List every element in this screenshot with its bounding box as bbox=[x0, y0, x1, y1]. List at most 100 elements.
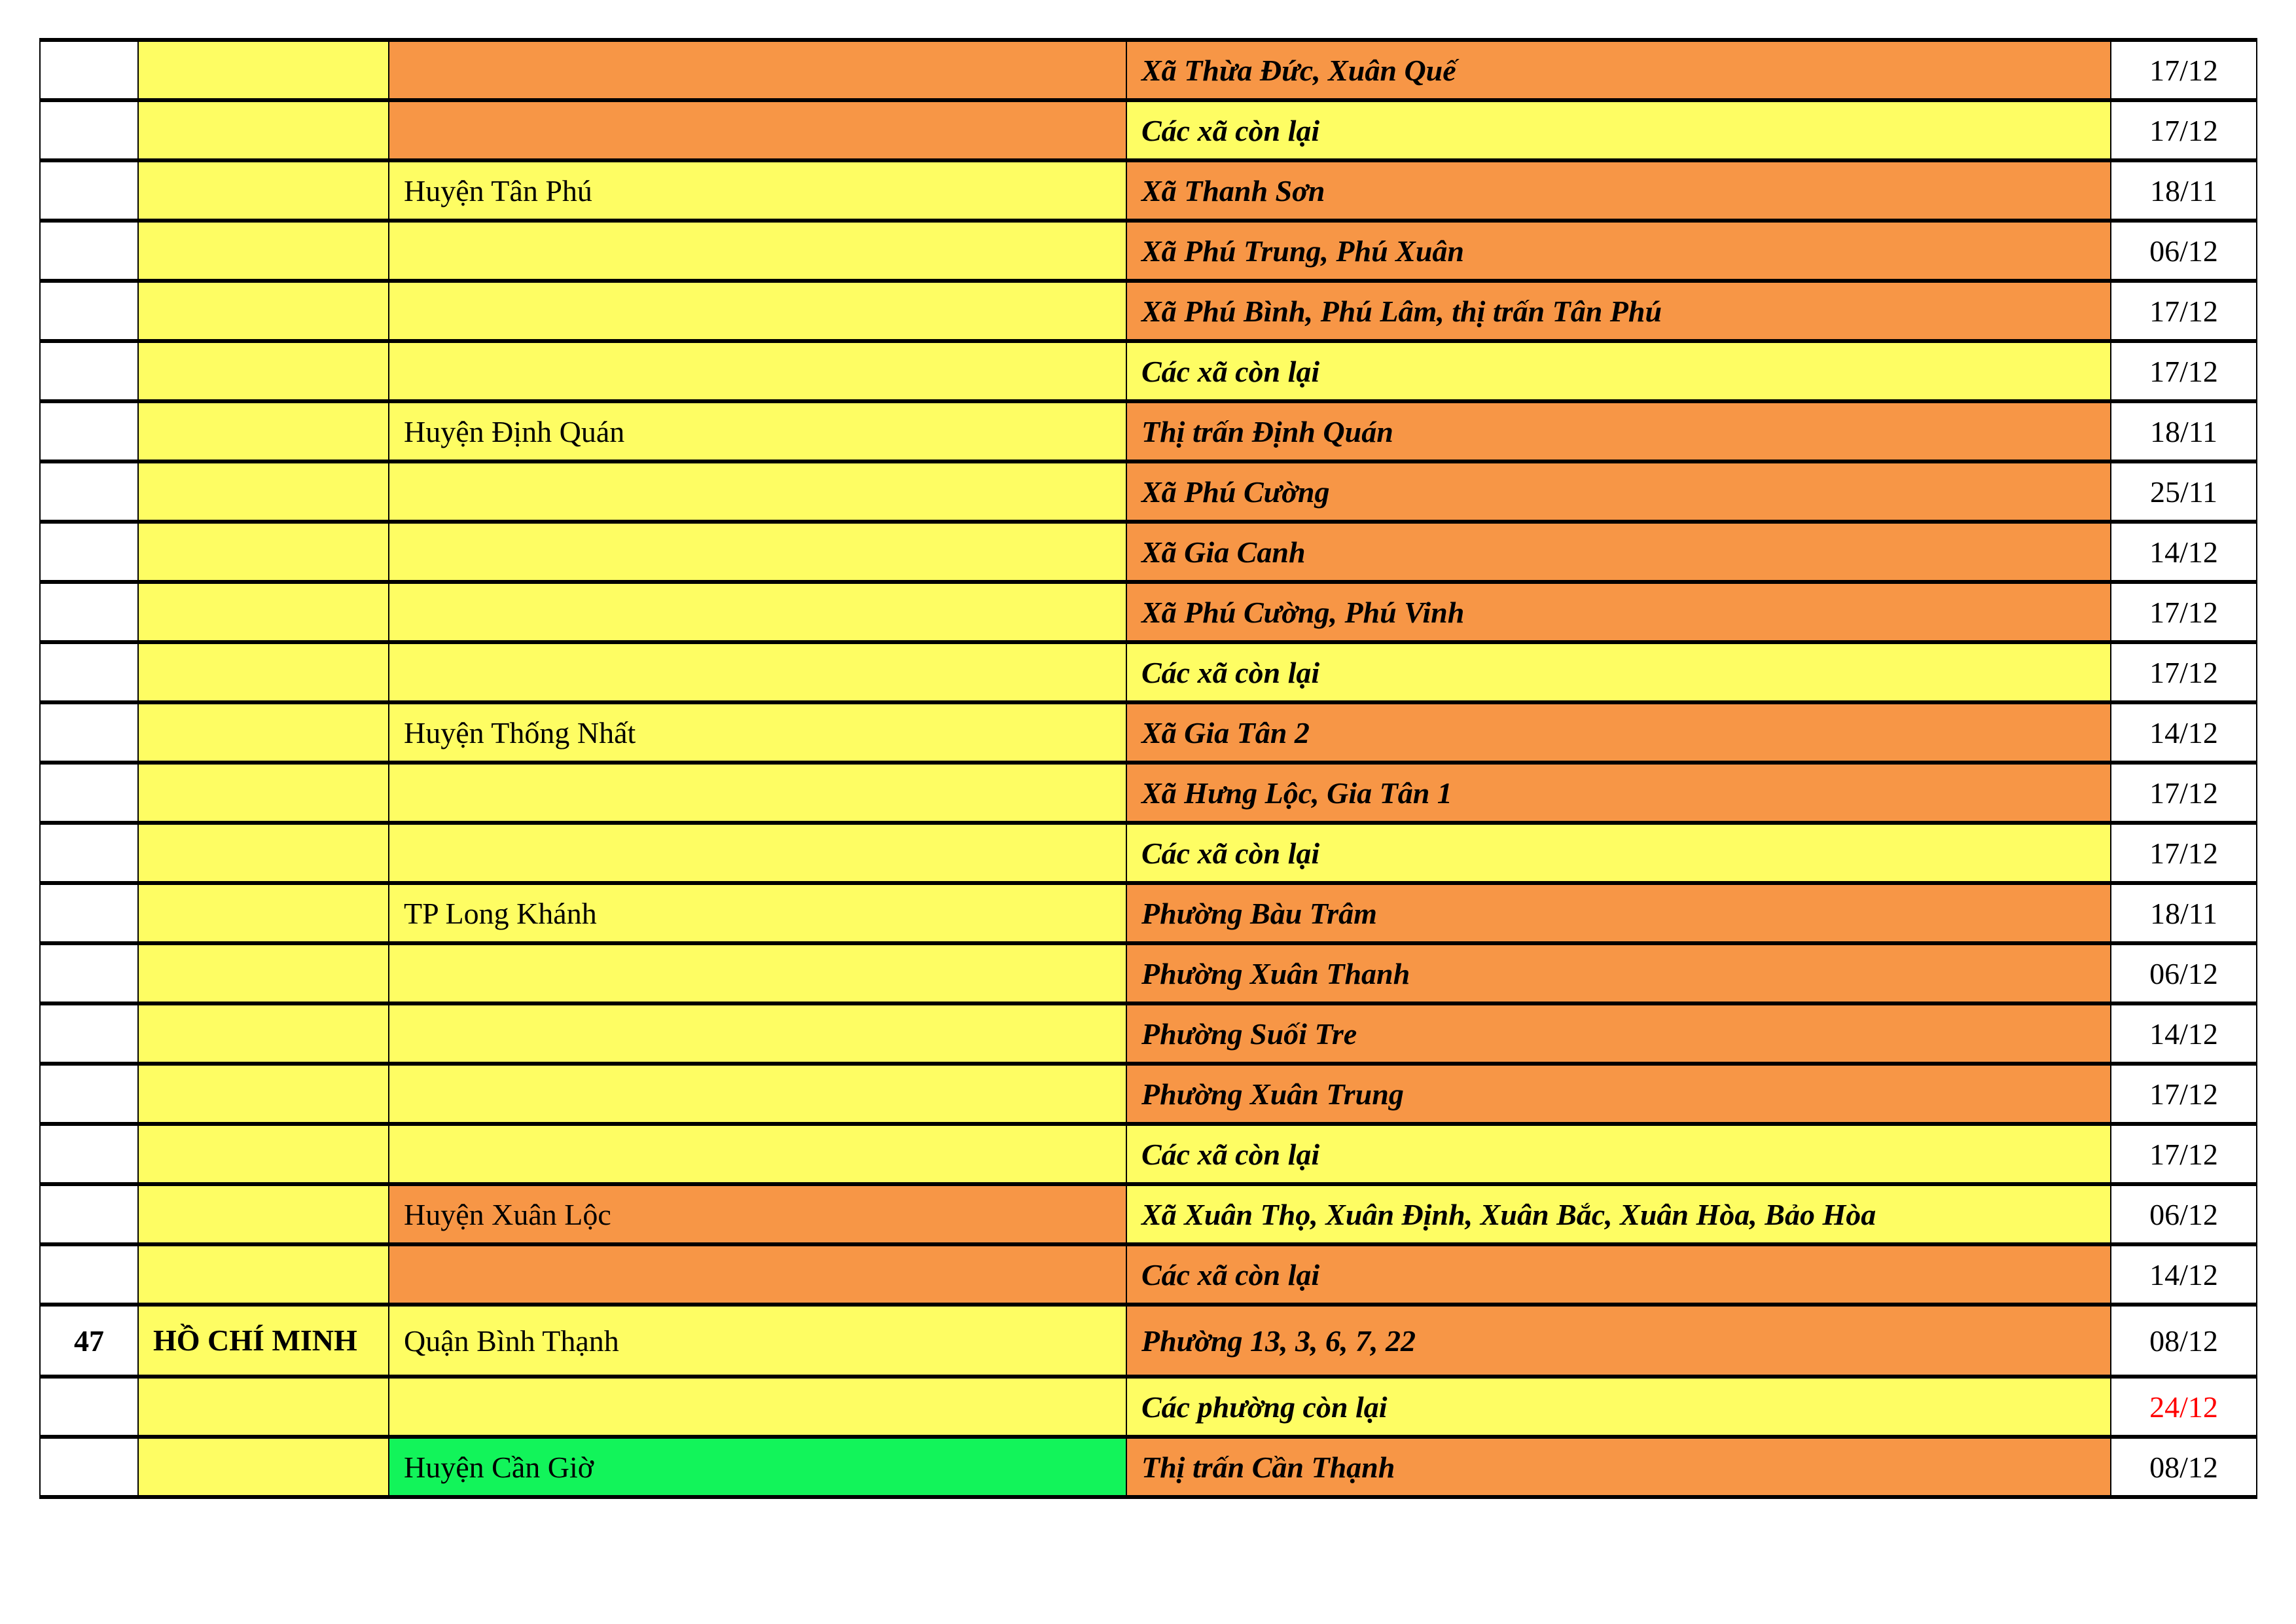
date-cell: 17/12 bbox=[2110, 1062, 2257, 1126]
ward-cell: Các xã còn lại bbox=[1126, 98, 2111, 162]
province-cell bbox=[137, 460, 389, 524]
stt-cell bbox=[39, 640, 139, 704]
province-cell bbox=[137, 640, 389, 704]
date-cell: 14/12 bbox=[2110, 1001, 2257, 1066]
schedule-table: Xã Thừa Đức, Xuân Quế 17/12 Các xã còn lại… bbox=[39, 38, 2257, 1499]
stt-cell bbox=[39, 1001, 139, 1066]
table-row: Xã Phú Trung, Phú Xuân 06/12 bbox=[39, 219, 2257, 283]
ward-cell: Phường Suối Tre bbox=[1126, 1001, 2111, 1066]
province-cell bbox=[137, 1001, 389, 1066]
district-cell: Huyện Xuân Lộc bbox=[388, 1182, 1127, 1246]
ward-cell: Xã Gia Canh bbox=[1126, 520, 2111, 584]
stt-cell bbox=[39, 700, 139, 765]
date-cell: 06/12 bbox=[2110, 1182, 2257, 1246]
province-cell bbox=[137, 158, 389, 223]
date-cell: 18/11 bbox=[2110, 158, 2257, 223]
stt-cell bbox=[39, 1062, 139, 1126]
table-row: Xã Gia Canh 14/12 bbox=[39, 520, 2257, 584]
date-cell: 14/12 bbox=[2110, 700, 2257, 765]
date-cell: 17/12 bbox=[2110, 38, 2257, 102]
ward-cell: Xã Phú Trung, Phú Xuân bbox=[1126, 219, 2111, 283]
date-cell: 18/11 bbox=[2110, 399, 2257, 463]
stt-cell bbox=[39, 580, 139, 644]
district-cell bbox=[388, 1375, 1127, 1439]
province-cell: HỒ CHÍ MINH bbox=[137, 1303, 389, 1379]
ward-cell: Các xã còn lại bbox=[1126, 339, 2111, 403]
table-row: Xã Hưng Lộc, Gia Tân 1 17/12 bbox=[39, 761, 2257, 825]
district-cell: Huyện Tân Phú bbox=[388, 158, 1127, 223]
date-cell: 18/11 bbox=[2110, 881, 2257, 945]
ward-cell: Xã Phú Bình, Phú Lâm, thị trấn Tân Phú bbox=[1126, 279, 2111, 343]
stt-cell bbox=[39, 1375, 139, 1439]
date-cell: 17/12 bbox=[2110, 279, 2257, 343]
district-cell bbox=[388, 1062, 1127, 1126]
district-cell bbox=[388, 580, 1127, 644]
stt-cell bbox=[39, 158, 139, 223]
stt-cell bbox=[39, 1242, 139, 1307]
table-row: Các xã còn lại 17/12 bbox=[39, 339, 2257, 403]
ward-cell: Các phường còn lại bbox=[1126, 1375, 2111, 1439]
district-cell: TP Long Khánh bbox=[388, 881, 1127, 945]
province-cell bbox=[137, 580, 389, 644]
province-cell bbox=[137, 219, 389, 283]
date-cell: 17/12 bbox=[2110, 580, 2257, 644]
stt-cell bbox=[39, 460, 139, 524]
ward-cell: Xã Thừa Đức, Xuân Quế bbox=[1126, 38, 2111, 102]
stt-cell bbox=[39, 520, 139, 584]
province-cell bbox=[137, 98, 389, 162]
ward-cell: Xã Phú Cường bbox=[1126, 460, 2111, 524]
stt-cell bbox=[39, 761, 139, 825]
district-cell: Huyện Định Quán bbox=[388, 399, 1127, 463]
table-row: Huyện Cần Giờ Thị trấn Cần Thạnh 08/12 bbox=[39, 1435, 2257, 1499]
ward-cell: Xã Phú Cường, Phú Vinh bbox=[1126, 580, 2111, 644]
stt-cell bbox=[39, 219, 139, 283]
district-cell bbox=[388, 460, 1127, 524]
ward-cell: Thị trấn Cần Thạnh bbox=[1126, 1435, 2111, 1499]
stt-cell bbox=[39, 98, 139, 162]
table-row: Các xã còn lại 17/12 bbox=[39, 640, 2257, 704]
province-cell bbox=[137, 1182, 389, 1246]
date-cell: 06/12 bbox=[2110, 219, 2257, 283]
table-row: Huyện Thống Nhất Xã Gia Tân 2 14/12 bbox=[39, 700, 2257, 765]
stt-cell bbox=[39, 821, 139, 885]
province-cell bbox=[137, 761, 389, 825]
district-cell: Huyện Cần Giờ bbox=[388, 1435, 1127, 1499]
ward-cell: Phường Xuân Trung bbox=[1126, 1062, 2111, 1126]
ward-cell: Phường Xuân Thanh bbox=[1126, 941, 2111, 1005]
province-cell bbox=[137, 821, 389, 885]
province-cell bbox=[137, 1375, 389, 1439]
table-row: Huyện Tân Phú Xã Thanh Sơn 18/11 bbox=[39, 158, 2257, 223]
district-cell bbox=[388, 821, 1127, 885]
stt-cell bbox=[39, 1122, 139, 1186]
ward-cell: Các xã còn lại bbox=[1126, 821, 2111, 885]
date-cell: 17/12 bbox=[2110, 98, 2257, 162]
ward-cell: Thị trấn Định Quán bbox=[1126, 399, 2111, 463]
table-row: TP Long Khánh Phường Bàu Trâm 18/11 bbox=[39, 881, 2257, 945]
district-cell bbox=[388, 520, 1127, 584]
stt-cell: 47 bbox=[39, 1303, 139, 1379]
table-row: 47 HỒ CHÍ MINH Quận Bình Thạnh Phường 13, 3… bbox=[39, 1303, 2257, 1379]
district-cell bbox=[388, 98, 1127, 162]
district-cell: Huyện Thống Nhất bbox=[388, 700, 1127, 765]
province-cell bbox=[137, 1062, 389, 1126]
district-cell bbox=[388, 1122, 1127, 1186]
province-cell bbox=[137, 1122, 389, 1186]
date-cell: 14/12 bbox=[2110, 1242, 2257, 1307]
stt-cell bbox=[39, 1182, 139, 1246]
district-cell bbox=[388, 640, 1127, 704]
date-cell: 17/12 bbox=[2110, 640, 2257, 704]
date-cell: 17/12 bbox=[2110, 761, 2257, 825]
province-cell bbox=[137, 700, 389, 765]
ward-cell: Phường 13, 3, 6, 7, 22 bbox=[1126, 1303, 2111, 1379]
table-row: Xã Phú Cường 25/11 bbox=[39, 460, 2257, 524]
district-cell bbox=[388, 1242, 1127, 1307]
table-row: Các xã còn lại 17/12 bbox=[39, 1122, 2257, 1186]
ward-cell: Xã Hưng Lộc, Gia Tân 1 bbox=[1126, 761, 2111, 825]
table-row: Các xã còn lại 17/12 bbox=[39, 821, 2257, 885]
table-row: Các xã còn lại 17/12 bbox=[39, 98, 2257, 162]
date-cell: 17/12 bbox=[2110, 339, 2257, 403]
table-row: Phường Xuân Trung 17/12 bbox=[39, 1062, 2257, 1126]
province-cell bbox=[137, 520, 389, 584]
province-cell bbox=[137, 38, 389, 102]
date-cell: 24/12 bbox=[2110, 1375, 2257, 1439]
